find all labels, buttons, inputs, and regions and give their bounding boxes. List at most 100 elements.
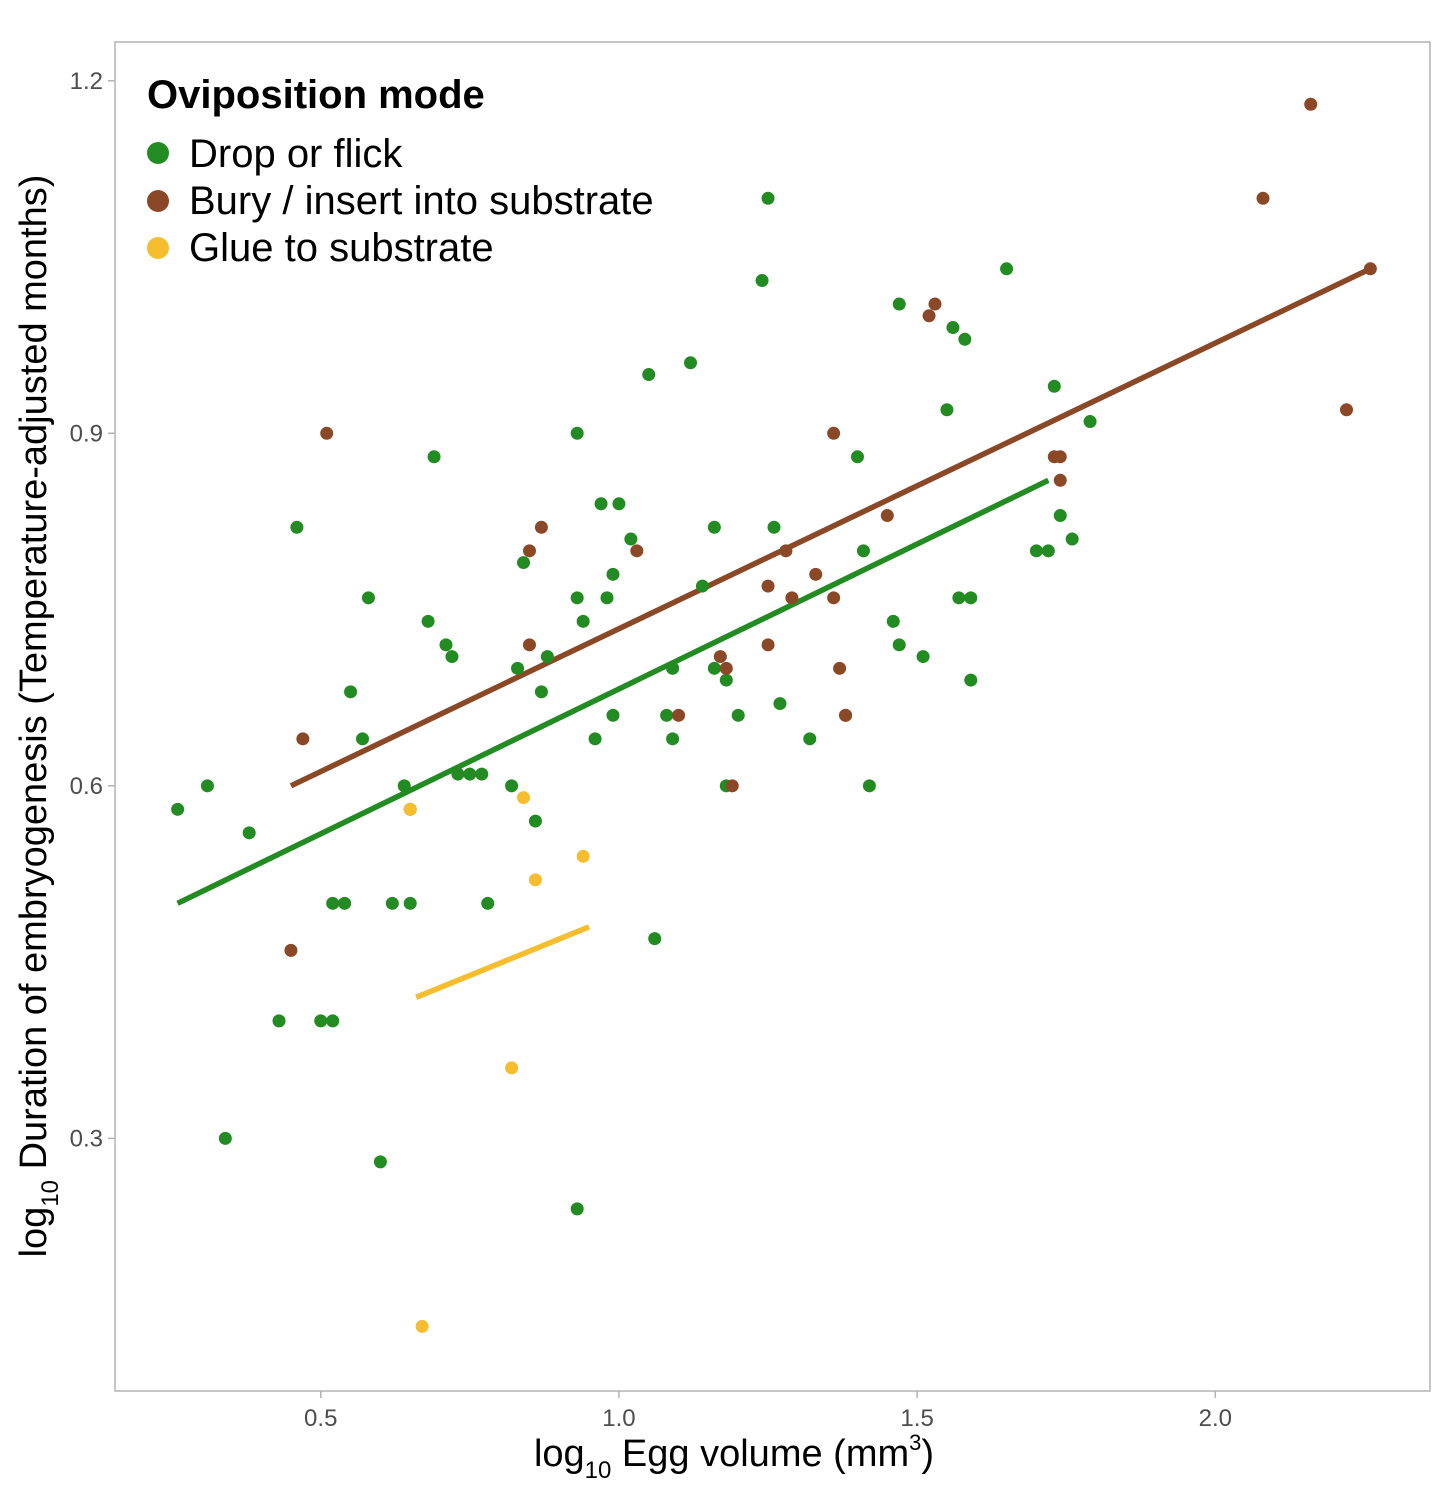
point-bury-insert-into-substrate xyxy=(725,779,739,793)
point-drop-or-flick xyxy=(606,567,620,581)
point-drop-or-flick xyxy=(290,520,304,534)
legend-label-drop-or-flick: Drop or flick xyxy=(189,132,403,176)
fit-line-drop-or-flick xyxy=(176,477,1050,906)
x-tick-label-1-5: 1.5 xyxy=(900,1405,933,1432)
point-glue-to-substrate xyxy=(528,873,542,887)
point-drop-or-flick xyxy=(427,450,441,464)
point-bury-insert-into-substrate xyxy=(922,309,936,323)
point-bury-insert-into-substrate xyxy=(833,661,847,675)
legend-label-bury-insert: Bury / insert into substrate xyxy=(189,179,654,223)
point-drop-or-flick xyxy=(1000,262,1014,276)
point-drop-or-flick xyxy=(361,591,375,605)
y-axis-title: log10 Duration of embryogenesis (Tempera… xyxy=(13,175,64,1258)
point-drop-or-flick xyxy=(594,497,608,511)
point-drop-or-flick xyxy=(326,896,340,910)
point-drop-or-flick xyxy=(344,685,358,699)
point-drop-or-flick xyxy=(421,614,435,628)
point-drop-or-flick xyxy=(1041,544,1055,558)
point-drop-or-flick xyxy=(666,732,680,746)
point-drop-or-flick xyxy=(952,591,966,605)
point-bury-insert-into-substrate xyxy=(534,520,548,534)
point-drop-or-flick xyxy=(355,732,369,746)
point-drop-or-flick xyxy=(272,1014,286,1028)
point-drop-or-flick xyxy=(540,650,554,664)
point-drop-or-flick xyxy=(385,896,399,910)
point-drop-or-flick xyxy=(475,767,489,781)
point-bury-insert-into-substrate xyxy=(1256,191,1270,205)
point-drop-or-flick xyxy=(946,321,960,335)
point-bury-insert-into-substrate xyxy=(320,426,334,440)
point-glue-to-substrate xyxy=(415,1319,429,1333)
point-bury-insert-into-substrate xyxy=(296,732,310,746)
x-axis-title-subscript: 10 xyxy=(585,1457,612,1484)
point-drop-or-flick xyxy=(439,638,453,652)
point-drop-or-flick xyxy=(517,556,531,570)
x-tick-label-0-5: 0.5 xyxy=(304,1405,337,1432)
y-axis-title-subscript: 10 xyxy=(37,1180,64,1207)
fit-line-bury-insert-into-substrate xyxy=(289,266,1372,789)
point-bury-insert-into-substrate xyxy=(1340,403,1354,417)
point-drop-or-flick xyxy=(707,520,721,534)
y-tick-label-1-2: 1.2 xyxy=(70,68,103,95)
point-drop-or-flick xyxy=(624,532,638,546)
point-drop-or-flick xyxy=(505,779,519,793)
point-drop-or-flick xyxy=(892,638,906,652)
point-drop-or-flick xyxy=(964,673,978,687)
point-bury-insert-into-substrate xyxy=(630,544,644,558)
point-drop-or-flick xyxy=(570,426,584,440)
point-drop-or-flick xyxy=(648,932,662,946)
point-glue-to-substrate xyxy=(517,791,531,805)
point-drop-or-flick xyxy=(314,1014,328,1028)
y-tick-label-0-6: 0.6 xyxy=(70,773,103,800)
point-bury-insert-into-substrate xyxy=(827,426,841,440)
point-glue-to-substrate xyxy=(505,1061,519,1075)
point-drop-or-flick xyxy=(600,591,614,605)
point-drop-or-flick xyxy=(570,591,584,605)
point-drop-or-flick xyxy=(1047,379,1061,393)
point-drop-or-flick xyxy=(576,614,590,628)
point-drop-or-flick xyxy=(1029,544,1043,558)
point-drop-or-flick xyxy=(767,520,781,534)
point-drop-or-flick xyxy=(481,896,495,910)
point-drop-or-flick xyxy=(719,673,733,687)
point-drop-or-flick xyxy=(666,661,680,675)
point-drop-or-flick xyxy=(695,579,709,593)
point-drop-or-flick xyxy=(1083,415,1097,429)
legend-key-bury-insert xyxy=(147,190,169,212)
point-drop-or-flick xyxy=(886,614,900,628)
point-drop-or-flick xyxy=(958,332,972,346)
point-drop-or-flick xyxy=(612,497,626,511)
point-drop-or-flick xyxy=(606,708,620,722)
point-bury-insert-into-substrate xyxy=(1053,473,1067,487)
point-bury-insert-into-substrate xyxy=(761,638,775,652)
point-drop-or-flick xyxy=(534,685,548,699)
point-drop-or-flick xyxy=(1065,532,1079,546)
point-bury-insert-into-substrate xyxy=(1304,97,1318,111)
y-tick-label-0-9: 0.9 xyxy=(70,420,103,447)
point-drop-or-flick xyxy=(511,661,525,675)
point-drop-or-flick xyxy=(445,650,459,664)
point-drop-or-flick xyxy=(570,1202,584,1216)
point-bury-insert-into-substrate xyxy=(719,661,733,675)
point-drop-or-flick xyxy=(451,767,465,781)
y-axis: 0.3 0.6 0.9 1.2 xyxy=(70,68,115,1152)
point-bury-insert-into-substrate xyxy=(1053,450,1067,464)
point-drop-or-flick xyxy=(660,708,674,722)
point-drop-or-flick xyxy=(683,356,697,370)
point-drop-or-flick xyxy=(964,591,978,605)
point-drop-or-flick xyxy=(803,732,817,746)
point-bury-insert-into-substrate xyxy=(839,708,853,722)
point-drop-or-flick xyxy=(892,297,906,311)
point-drop-or-flick xyxy=(397,779,411,793)
point-drop-or-flick xyxy=(528,814,542,828)
point-bury-insert-into-substrate xyxy=(713,650,727,664)
point-drop-or-flick xyxy=(916,650,930,664)
point-drop-or-flick xyxy=(326,1014,340,1028)
point-drop-or-flick xyxy=(850,450,864,464)
point-drop-or-flick xyxy=(1053,509,1067,523)
y-tick-label-0-3: 0.3 xyxy=(70,1125,103,1152)
point-glue-to-substrate xyxy=(576,849,590,863)
point-drop-or-flick xyxy=(373,1155,387,1169)
point-bury-insert-into-substrate xyxy=(284,943,298,957)
